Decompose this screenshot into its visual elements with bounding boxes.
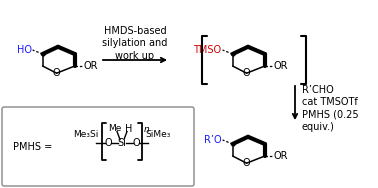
Text: Me: Me [108, 124, 122, 133]
Text: O: O [132, 137, 140, 148]
Text: O: O [243, 158, 250, 168]
Text: HO: HO [17, 45, 32, 55]
Text: SiMe₃: SiMe₃ [145, 130, 171, 139]
Text: OR: OR [84, 61, 98, 71]
Text: R’O: R’O [204, 135, 222, 145]
Text: H: H [125, 124, 133, 133]
Text: R’CHO
cat TMSOTf
PMHS (0.25
equiv.): R’CHO cat TMSOTf PMHS (0.25 equiv.) [302, 85, 359, 132]
Text: OR: OR [274, 151, 288, 161]
Text: O: O [243, 68, 250, 78]
Text: O: O [53, 68, 60, 78]
FancyBboxPatch shape [2, 107, 194, 186]
Text: Si: Si [118, 137, 126, 148]
Text: Me₃Si: Me₃Si [73, 130, 99, 139]
Text: HMDS-based
silylation and
work up: HMDS-based silylation and work up [102, 26, 168, 61]
Text: O: O [104, 137, 112, 148]
Text: OR: OR [274, 61, 288, 71]
Text: PMHS =: PMHS = [13, 142, 52, 152]
Text: TMSO: TMSO [194, 45, 222, 55]
Text: n: n [144, 124, 150, 133]
